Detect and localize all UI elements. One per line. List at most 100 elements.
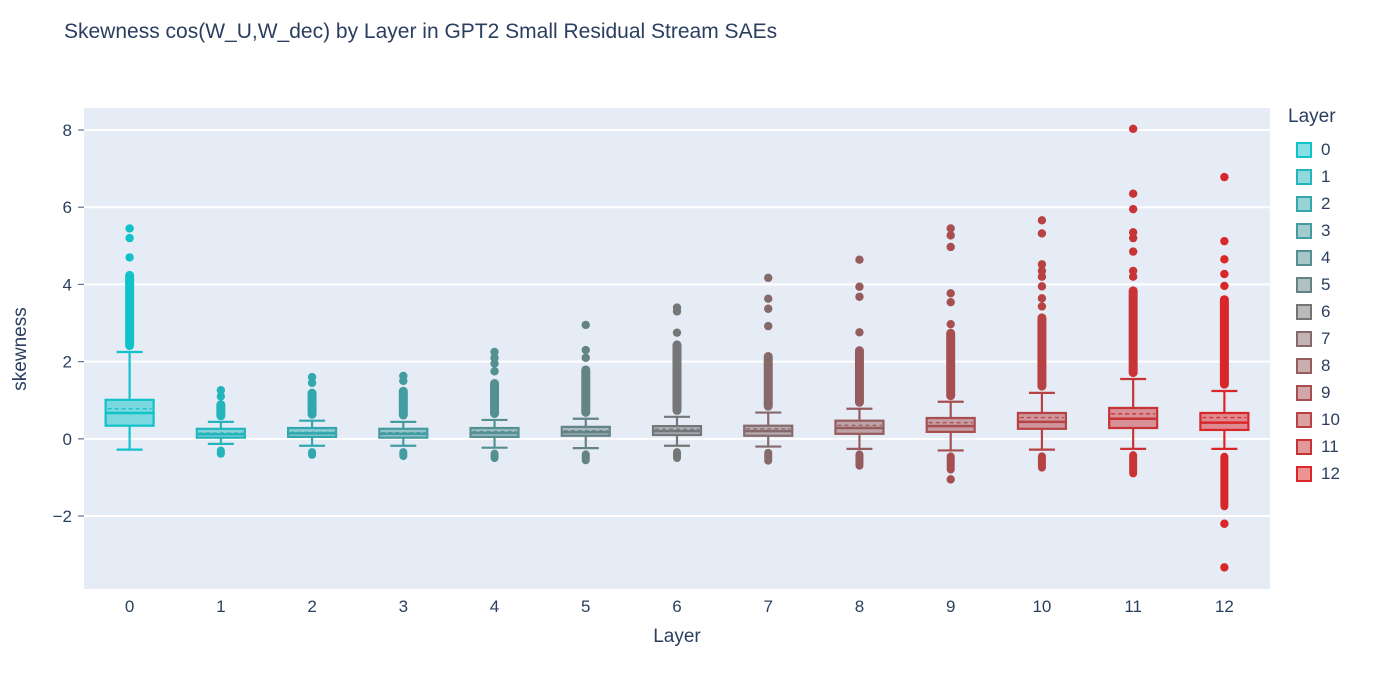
legend-item-layer-2[interactable]: 2 bbox=[1288, 190, 1340, 217]
outlier-cluster-high[interactable] bbox=[125, 270, 135, 351]
outlier-point[interactable] bbox=[1220, 281, 1229, 291]
outlier-point[interactable] bbox=[125, 224, 134, 233]
outlier-cluster-low[interactable] bbox=[946, 452, 955, 474]
outlier-point[interactable] bbox=[307, 378, 317, 388]
outlier-point[interactable] bbox=[855, 292, 864, 301]
legend-item-layer-4[interactable]: 4 bbox=[1288, 244, 1340, 271]
outlier-cluster-low[interactable] bbox=[1220, 452, 1229, 511]
outlier-point[interactable] bbox=[946, 297, 955, 307]
outlier-point[interactable] bbox=[764, 294, 773, 303]
outlier-point[interactable] bbox=[946, 475, 955, 484]
outlier-point[interactable] bbox=[581, 345, 590, 355]
outlier-point[interactable] bbox=[1128, 189, 1138, 198]
outlier-cluster-low[interactable] bbox=[399, 448, 408, 461]
outlier-point[interactable] bbox=[1128, 204, 1138, 214]
outlier-cluster-low[interactable] bbox=[1129, 451, 1138, 478]
legend-label: 8 bbox=[1321, 355, 1331, 375]
outlier-cluster-high[interactable] bbox=[490, 378, 500, 418]
outlier-point[interactable] bbox=[1037, 302, 1047, 311]
y-tick-label: 4 bbox=[63, 275, 72, 294]
outlier-cluster-high[interactable] bbox=[581, 365, 591, 417]
outlier-cluster-high[interactable] bbox=[1037, 313, 1047, 391]
outlier-point[interactable] bbox=[855, 328, 864, 337]
outlier-cluster-high[interactable] bbox=[1219, 295, 1229, 389]
outlier-point[interactable] bbox=[672, 303, 682, 312]
outlier-cluster-low[interactable] bbox=[855, 450, 864, 470]
outlier-point[interactable] bbox=[1220, 519, 1229, 528]
legend-item-layer-9[interactable]: 9 bbox=[1288, 379, 1340, 406]
outlier-cluster-low[interactable] bbox=[581, 450, 590, 465]
outlier-point[interactable] bbox=[216, 392, 226, 401]
outlier-point[interactable] bbox=[1037, 266, 1047, 276]
legend-item-layer-3[interactable]: 3 bbox=[1288, 217, 1340, 244]
outlier-point[interactable] bbox=[1037, 260, 1047, 269]
legend-item-layer-6[interactable]: 6 bbox=[1288, 298, 1340, 325]
outlier-point[interactable] bbox=[1128, 247, 1138, 256]
outlier-point[interactable] bbox=[855, 282, 864, 291]
outlier-point[interactable] bbox=[1220, 236, 1229, 246]
outlier-cluster-high[interactable] bbox=[854, 346, 864, 407]
outlier-point[interactable] bbox=[490, 347, 499, 357]
outlier-point[interactable] bbox=[672, 328, 682, 337]
outlier-point[interactable] bbox=[581, 353, 590, 362]
outlier-cluster-high[interactable] bbox=[1128, 286, 1138, 378]
outlier-point[interactable] bbox=[1037, 282, 1047, 291]
outlier-point[interactable] bbox=[1037, 229, 1047, 238]
outlier-point[interactable] bbox=[399, 371, 408, 381]
outlier-cluster-high[interactable] bbox=[398, 386, 408, 420]
outlier-cluster-high[interactable] bbox=[946, 328, 956, 401]
outlier-cluster-high[interactable] bbox=[672, 340, 682, 415]
outlier-point[interactable] bbox=[125, 233, 134, 243]
legend-swatch bbox=[1296, 249, 1312, 266]
outlier-point[interactable] bbox=[307, 372, 317, 382]
outlier-cluster-low[interactable] bbox=[490, 449, 499, 462]
outlier-point[interactable] bbox=[216, 385, 226, 395]
outlier-point[interactable] bbox=[490, 353, 499, 362]
legend-item-layer-7[interactable]: 7 bbox=[1288, 325, 1340, 352]
outlier-point[interactable] bbox=[1220, 172, 1229, 182]
outlier-cluster-high[interactable] bbox=[763, 351, 773, 411]
outlier-cluster-low[interactable] bbox=[216, 446, 225, 458]
legend-item-layer-12[interactable]: 12 bbox=[1288, 460, 1340, 487]
outlier-point[interactable] bbox=[946, 319, 955, 329]
outlier-point[interactable] bbox=[946, 224, 955, 233]
outlier-cluster-low[interactable] bbox=[308, 448, 317, 459]
legend-item-layer-11[interactable]: 11 bbox=[1288, 433, 1340, 460]
outlier-cluster-low[interactable] bbox=[764, 448, 773, 465]
outlier-point[interactable] bbox=[1128, 266, 1138, 276]
outlier-point[interactable] bbox=[1128, 124, 1138, 134]
legend-item-layer-0[interactable]: 0 bbox=[1288, 136, 1340, 163]
outlier-point[interactable] bbox=[946, 289, 955, 298]
outlier-point[interactable] bbox=[581, 320, 590, 330]
legend-swatch bbox=[1296, 222, 1312, 239]
outlier-point[interactable] bbox=[764, 304, 773, 313]
outlier-point[interactable] bbox=[1128, 228, 1138, 237]
outlier-point[interactable] bbox=[1037, 272, 1047, 281]
outlier-point[interactable] bbox=[1128, 233, 1138, 243]
outlier-point[interactable] bbox=[490, 359, 499, 368]
outlier-point[interactable] bbox=[855, 255, 864, 264]
outlier-cluster-high[interactable] bbox=[216, 400, 226, 421]
legend-item-layer-5[interactable]: 5 bbox=[1288, 271, 1340, 298]
outlier-point[interactable] bbox=[764, 273, 773, 283]
y-tick-label: 6 bbox=[63, 198, 72, 217]
outlier-point[interactable] bbox=[1037, 294, 1047, 303]
outlier-point[interactable] bbox=[1220, 269, 1229, 279]
outlier-cluster-high[interactable] bbox=[307, 388, 317, 419]
legend-item-layer-8[interactable]: 8 bbox=[1288, 352, 1340, 379]
outlier-point[interactable] bbox=[1037, 216, 1047, 225]
outlier-cluster-low[interactable] bbox=[1037, 452, 1046, 472]
legend-item-layer-1[interactable]: 1 bbox=[1288, 163, 1340, 190]
legend-item-layer-10[interactable]: 10 bbox=[1288, 406, 1340, 433]
outlier-point[interactable] bbox=[1220, 255, 1229, 264]
outlier-point[interactable] bbox=[1128, 272, 1138, 281]
outlier-point[interactable] bbox=[125, 253, 134, 262]
outlier-point[interactable] bbox=[490, 367, 499, 376]
outlier-point[interactable] bbox=[946, 231, 955, 240]
outlier-point[interactable] bbox=[764, 321, 773, 331]
outlier-cluster-low[interactable] bbox=[673, 448, 681, 462]
outlier-point[interactable] bbox=[1220, 563, 1229, 572]
outlier-point[interactable] bbox=[946, 242, 955, 252]
